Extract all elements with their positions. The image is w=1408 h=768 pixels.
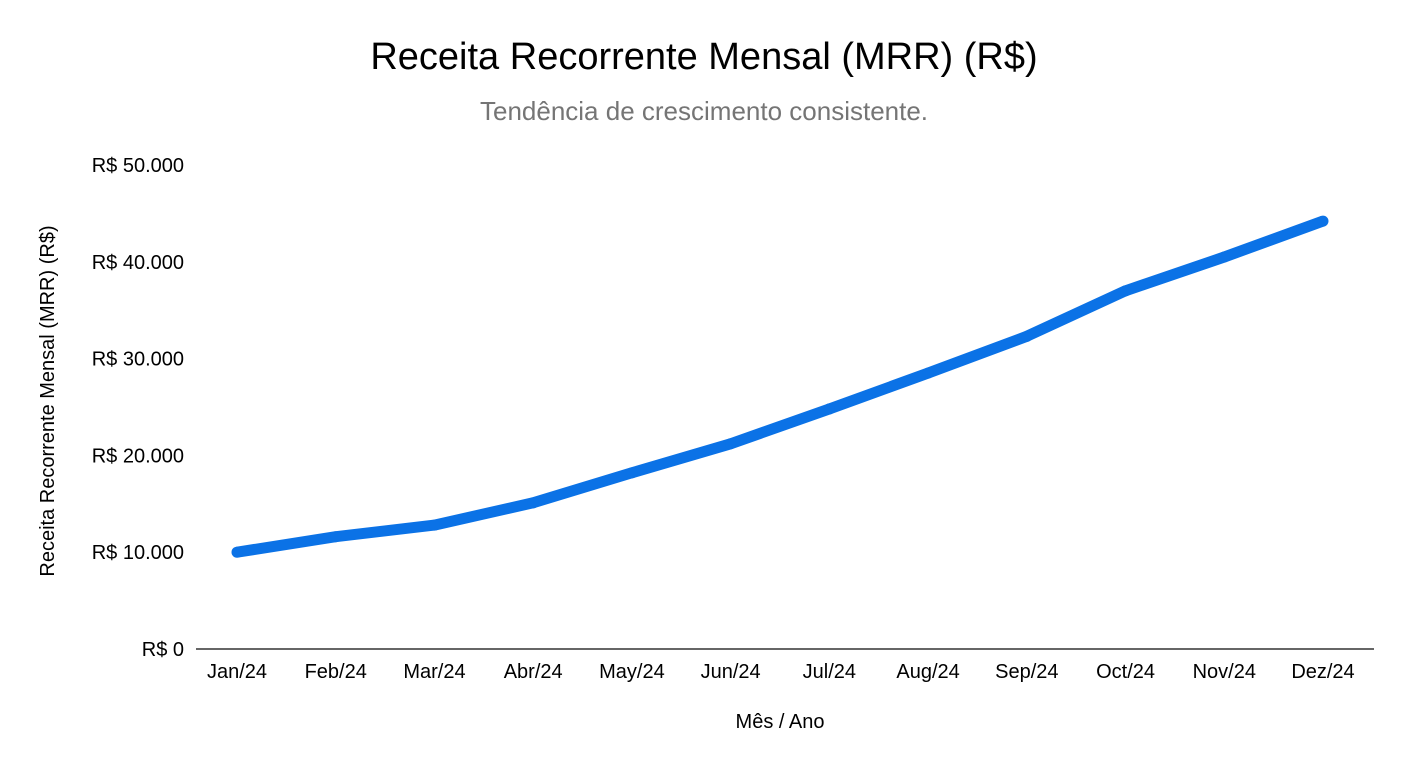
data-point[interactable] [1120, 285, 1132, 297]
x-axis-ticks: Jan/24 Feb/24 Mar/24 Abr/24 May/24 Jun/24 Jul/… [207, 661, 1355, 683]
x-tick-label: Mar/24 [403, 661, 465, 683]
data-point[interactable] [1021, 330, 1033, 342]
y-axis-ticks: R$ 0 R$ 10.000 R$ 20.000 R$ 30.000 R$ 40.000… [92, 155, 184, 661]
x-tick-label: Oct/24 [1096, 661, 1155, 683]
series-group [231, 215, 1329, 558]
data-point[interactable] [922, 367, 934, 379]
x-tick-label: Dez/24 [1291, 661, 1354, 683]
y-tick-label: R$ 0 [142, 639, 184, 661]
x-tick-label: Nov/24 [1193, 661, 1256, 683]
series-line [236, 215, 1325, 558]
x-tick-label: Aug/24 [896, 661, 959, 683]
y-tick-label: R$ 40.000 [92, 252, 184, 274]
data-point[interactable] [527, 497, 539, 509]
y-tick-label: R$ 50.000 [92, 155, 184, 177]
data-point[interactable] [231, 546, 243, 558]
y-tick-label: R$ 30.000 [92, 349, 184, 371]
chart-subtitle: Tendência de crescimento consistente. [479, 96, 929, 126]
data-point[interactable] [1218, 251, 1230, 263]
x-tick-label: Jul/24 [803, 661, 856, 683]
x-axis-title: Mês / Ano [736, 711, 825, 733]
data-point[interactable] [330, 531, 342, 543]
y-tick-label: R$ 20.000 [92, 445, 184, 467]
x-tick-label: Sep/24 [995, 661, 1058, 683]
x-tick-label: Jun/24 [701, 661, 761, 683]
data-point[interactable] [725, 438, 737, 450]
data-point[interactable] [1317, 215, 1329, 227]
data-point[interactable] [823, 403, 835, 415]
x-tick-label: Jan/24 [207, 661, 267, 683]
y-axis-title: Receita Recorrente Mensal (MRR) (R$) [37, 225, 59, 576]
data-point[interactable] [626, 467, 638, 479]
chart-title: Receita Recorrente Mensal (MRR) (R$) [370, 36, 1038, 78]
x-tick-label: Feb/24 [305, 661, 367, 683]
x-tick-label: Abr/24 [504, 661, 563, 683]
data-point[interactable] [428, 519, 440, 531]
y-tick-label: R$ 10.000 [92, 542, 184, 564]
x-tick-label: May/24 [599, 661, 665, 683]
